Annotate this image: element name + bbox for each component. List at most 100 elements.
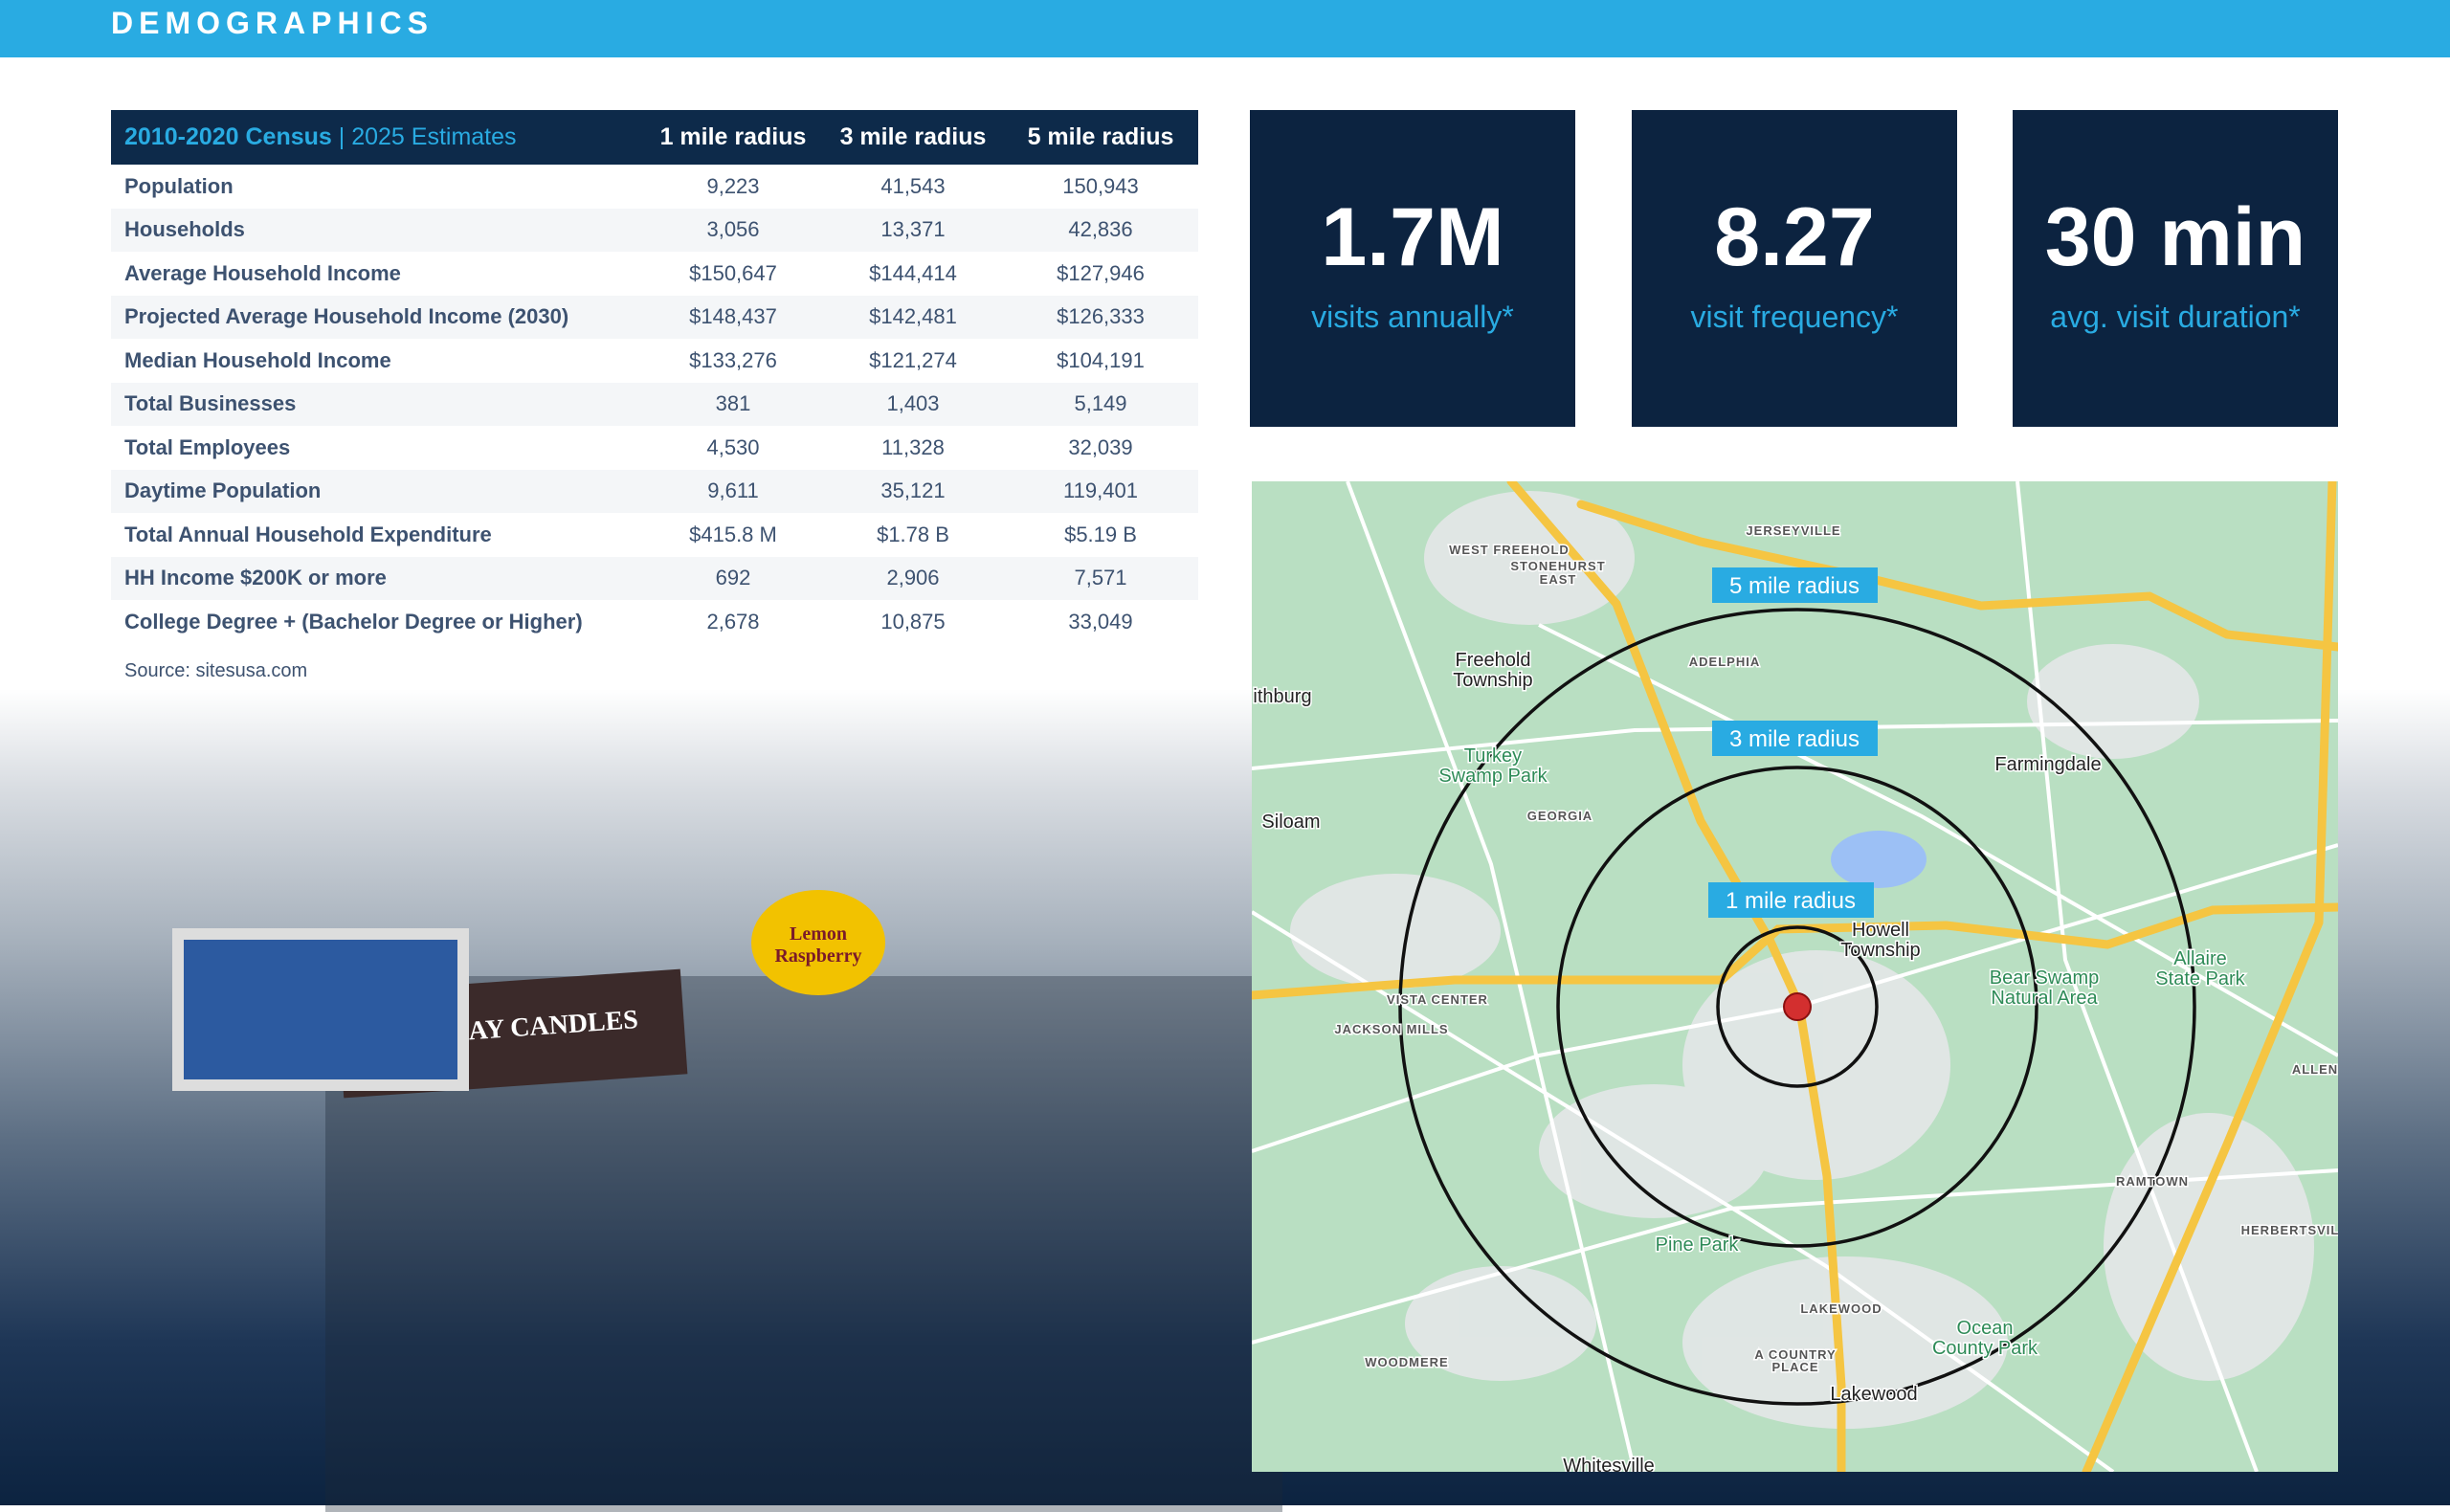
- map-place-label: RAMTOWN: [2116, 1174, 2189, 1189]
- map-place-label: ALLEN: [2292, 1062, 2338, 1077]
- urban-areas: [1290, 491, 2314, 1429]
- row-value: 33,049: [1068, 609, 1133, 634]
- row-value: $144,414: [869, 260, 957, 285]
- map-place-label: GEORGIA: [1527, 809, 1592, 823]
- row-label: Median Household Income: [124, 347, 391, 372]
- map-place-label: Natural Area: [1991, 988, 2098, 1009]
- row-label: Average Household Income: [124, 260, 401, 285]
- map-place-label: PLACE: [1771, 1360, 1818, 1374]
- circle-5-mile: [1398, 608, 2196, 1406]
- map-place-label: LAKEWOOD: [1800, 1301, 1882, 1316]
- map-place-label: Lakewood: [1830, 1384, 1917, 1405]
- table-row: Average Household Income $150,647 $144,414…: [111, 252, 1198, 296]
- stat-card-duration: 30 min avg. visit duration*: [2013, 110, 2338, 427]
- map-place-label: Siloam: [1261, 812, 1320, 833]
- row-value: 381: [643, 382, 823, 426]
- row-value: $1.78 B: [877, 522, 949, 546]
- radius-label: 1 mile radius: [1726, 888, 1856, 914]
- stat-label: visit frequency*: [1690, 300, 1899, 334]
- map-place-label: Township: [1453, 670, 1532, 691]
- row-value: $104,191: [1057, 347, 1145, 372]
- map-place-label: Freehold: [1456, 650, 1531, 671]
- stat-card-visits: 1.7M visits annually*: [1250, 110, 1575, 427]
- row-value: 150,943: [1062, 173, 1139, 198]
- page-title: DEMOGRAPHICS: [111, 6, 434, 40]
- circle-3-mile: [1556, 766, 2038, 1248]
- table-row: Total Annual Household Expenditure $415.8…: [111, 513, 1198, 557]
- row-label: Population: [124, 173, 234, 198]
- row-label: Total Annual Household Expenditure: [124, 522, 492, 546]
- row-label: Total Businesses: [111, 382, 643, 426]
- radius-label-box: [1712, 567, 1878, 603]
- map-place-label: Township: [1840, 940, 1920, 961]
- row-value: $142,481: [823, 295, 1003, 339]
- row-value: 2,906: [823, 556, 1003, 600]
- row-value: 1,403: [823, 382, 1003, 426]
- minor-roads: [1252, 481, 2338, 1472]
- row-value: 32,039: [1068, 434, 1133, 459]
- row-value: $148,437: [643, 295, 823, 339]
- row-value: $127,946: [1057, 260, 1145, 285]
- map-place-label: Allaire: [2173, 948, 2227, 969]
- radius-label-box: [1712, 721, 1878, 756]
- row-label: Daytime Population: [111, 469, 643, 513]
- row-label: College Degree + (Bachelor Degree or Hig…: [124, 609, 583, 634]
- map-place-label: ADELPHIA: [1689, 655, 1760, 669]
- source-note: Source: sitesusa.com: [124, 660, 308, 681]
- table-row: Population 9,223 41,543 150,943: [111, 165, 1198, 209]
- row-value: 119,401: [1003, 469, 1198, 513]
- col-3-mile: 3 mile radius: [823, 110, 1003, 165]
- table-row: Median Household Income $133,276 $121,274 $…: [111, 339, 1198, 383]
- flavor-badge-text: Lemon Raspberry: [774, 923, 862, 967]
- location-pin-icon: [1783, 992, 1812, 1021]
- map-place-label: VISTA CENTER: [1387, 992, 1488, 1007]
- stat-value: 30 min: [2044, 191, 2306, 283]
- stat-card-frequency: 8.27 visit frequency*: [1632, 110, 1957, 427]
- flavor-badge: [751, 890, 885, 995]
- row-value: 2,678: [706, 609, 760, 634]
- map-place-label: State Park: [2155, 968, 2245, 989]
- row-value: $121,274: [869, 347, 957, 372]
- map-place-label: Whitesville: [1563, 1456, 1655, 1472]
- map-place-label: Bear Swamp: [1990, 967, 2100, 989]
- map-place-label: ithburg: [1253, 686, 1311, 707]
- map-place-label: Howell: [1852, 920, 1909, 941]
- table-row: Households 3,056 13,371 42,836: [111, 208, 1198, 252]
- table-row: Total Employees 4,530 11,328 32,039: [111, 426, 1198, 470]
- table-row: Daytime Population 9,611 35,121 119,401: [111, 469, 1198, 513]
- map-place-label: STONEHURST: [1510, 559, 1605, 573]
- radius-map[interactable]: JERSEYVILLE WEST FREEHOLD STONEHURST EAST Fr…: [1252, 481, 2338, 1472]
- map-place-label: Swamp Park: [1438, 766, 1548, 787]
- lake: [1831, 831, 1927, 888]
- row-value: 3,056: [643, 208, 823, 252]
- row-value: 7,571: [1003, 556, 1198, 600]
- map-place-label: Turkey: [1464, 745, 1522, 767]
- row-value: $5.19 B: [1064, 522, 1137, 546]
- row-value: 9,611: [643, 469, 823, 513]
- stat-value: 8.27: [1714, 191, 1875, 283]
- row-label: Projected Average Household Income (2030…: [111, 295, 643, 339]
- row-value: $415.8 M: [689, 522, 777, 546]
- radius-label: 5 mile radius: [1729, 573, 1860, 599]
- demographics-table: 2010-2020 Census | 2025 Estimates 1 mile…: [111, 110, 1198, 644]
- stat-label: avg. visit duration*: [2050, 300, 2301, 334]
- table-row: Projected Average Household Income (2030…: [111, 295, 1198, 339]
- row-value: $150,647: [689, 260, 777, 285]
- row-value: 9,223: [706, 173, 760, 198]
- map-place-label: WEST FREEHOLD: [1449, 543, 1570, 557]
- map-place-label: Ocean: [1957, 1318, 2014, 1339]
- row-value: 11,328: [881, 434, 945, 459]
- row-value: 10,875: [880, 609, 946, 634]
- row-value: $126,333: [1003, 295, 1198, 339]
- row-value: 692: [643, 556, 823, 600]
- table-row: Total Businesses 381 1,403 5,149: [111, 382, 1198, 426]
- row-value: 35,121: [823, 469, 1003, 513]
- circle-1-mile: [1716, 925, 1879, 1088]
- col-5-mile: 5 mile radius: [1003, 110, 1198, 165]
- row-label: HH Income $200K or more: [111, 556, 643, 600]
- row-value: 4,530: [706, 434, 760, 459]
- map-place-label: EAST: [1540, 572, 1577, 587]
- major-roads: [1252, 481, 2338, 1472]
- row-value: $133,276: [689, 347, 777, 372]
